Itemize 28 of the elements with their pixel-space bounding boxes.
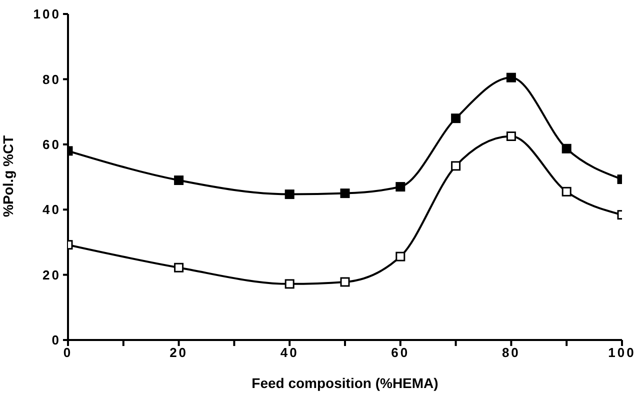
point — [340, 277, 350, 287]
point — [451, 114, 461, 124]
point — [284, 190, 294, 200]
y-tick-label: 20 — [42, 267, 61, 282]
y-tick-label: 40 — [42, 202, 61, 218]
point — [174, 262, 184, 272]
x-tick-label: 0 — [63, 345, 73, 360]
x-tick-label: 100 — [608, 345, 636, 360]
point — [506, 72, 516, 82]
y-tick-label: 0 — [52, 332, 61, 348]
point — [506, 132, 516, 141]
x-tick-label: 20 — [170, 345, 188, 360]
y-tick-label: 80 — [42, 72, 61, 87]
point — [340, 188, 350, 198]
x-tick-label: 40 — [280, 345, 299, 360]
x-axis-title: Feed composition (%HEMA) — [250, 375, 440, 391]
y-tick-label: 100 — [33, 6, 61, 22]
y-tick-label: 60 — [42, 137, 61, 152]
point — [396, 182, 406, 192]
point — [451, 161, 461, 171]
x-tick-label: 60 — [391, 345, 410, 360]
point — [174, 176, 184, 186]
x-tick-label: 80 — [502, 345, 520, 360]
point — [562, 144, 572, 154]
point — [284, 279, 294, 289]
y-axis-title: %Pol.g %CT — [0, 134, 16, 217]
point — [396, 252, 406, 262]
point — [562, 186, 572, 196]
